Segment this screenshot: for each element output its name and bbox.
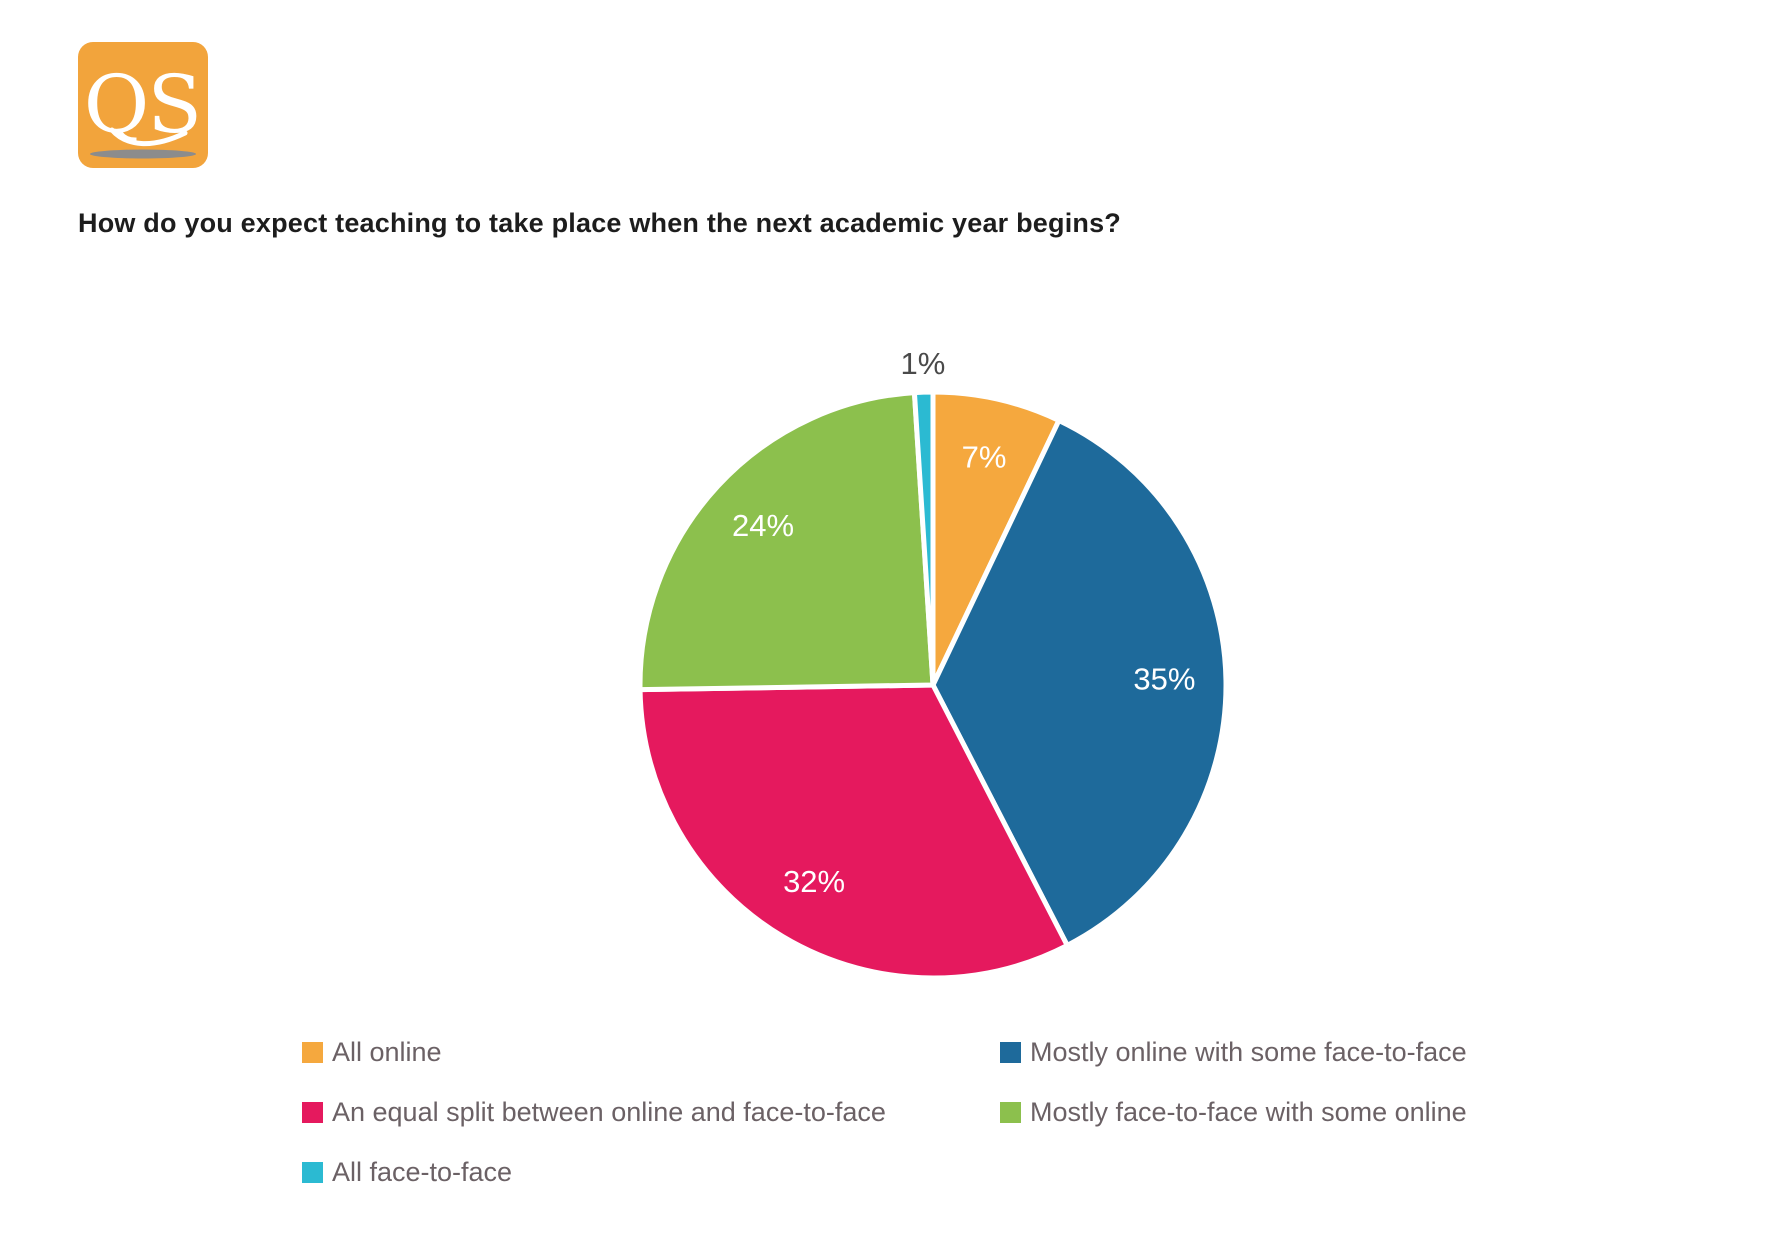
qs-logo-shadow <box>90 149 196 159</box>
legend-swatch-icon <box>302 1102 323 1124</box>
qs-logo-text: QS <box>84 58 200 151</box>
legend-swatch-icon <box>1000 1102 1021 1124</box>
legend-item-3: Mostly face-to-face with some online <box>1000 1097 1562 1128</box>
page-title: How do you expect teaching to take place… <box>78 208 1121 238</box>
legend-item-1: Mostly online with some face-to-face <box>1000 1037 1562 1068</box>
slice-label-1: 35% <box>1133 661 1195 696</box>
legend-label: Mostly face-to-face with some online <box>1030 1097 1467 1127</box>
pie-slice-0 <box>930 389 1062 688</box>
slice-label-0: 7% <box>962 439 1007 474</box>
legend-item-4: All face-to-face <box>302 1157 1000 1188</box>
chart-legend: All online Mostly online with some face-t… <box>302 1037 1562 1218</box>
slice-label-2: 32% <box>783 864 845 899</box>
legend-label: An equal split between online and face-t… <box>332 1097 886 1127</box>
legend-item-2: An equal split between online and face-t… <box>302 1097 1000 1128</box>
legend-label: Mostly online with some face-to-face <box>1030 1037 1467 1067</box>
legend-label: All online <box>332 1037 442 1067</box>
qs-logo-swash <box>109 127 188 146</box>
pie-slice-1 <box>930 417 1229 948</box>
pie-chart: 7% 35% 32% 24% 1% <box>590 300 1290 1020</box>
pie-slice-2 <box>637 682 1070 981</box>
legend-swatch-icon <box>302 1162 323 1184</box>
pie-slice-3 <box>637 390 936 693</box>
legend-swatch-icon <box>302 1042 323 1064</box>
legend-label: All face-to-face <box>332 1157 513 1187</box>
legend-swatch-icon <box>1000 1042 1021 1064</box>
pie-slice-4 <box>911 389 936 688</box>
legend-item-0: All online <box>302 1037 1000 1068</box>
qs-logo: QS <box>78 42 208 170</box>
slice-label-3: 24% <box>732 508 794 543</box>
slice-label-4: 1% <box>900 346 945 381</box>
